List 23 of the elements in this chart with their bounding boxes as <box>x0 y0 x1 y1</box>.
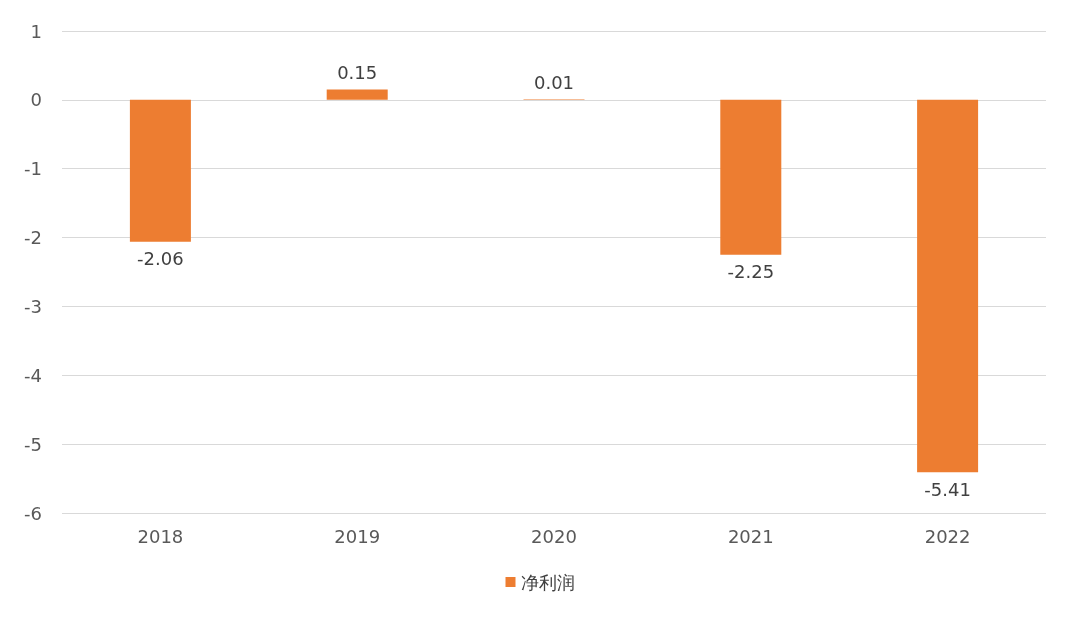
x-tick-label: 2019 <box>334 525 381 547</box>
y-tick-label: -1 <box>24 158 42 180</box>
x-tick-label: 2021 <box>727 525 774 547</box>
bar <box>917 99 979 473</box>
y-tick-label: -6 <box>24 502 42 524</box>
bar <box>129 99 191 242</box>
y-tick-label: 0 <box>30 89 42 111</box>
bar <box>720 99 782 255</box>
data-label: -2.06 <box>137 248 184 270</box>
data-label: -2.25 <box>727 261 775 283</box>
legend-label: 净利润 <box>520 571 575 593</box>
data-label: 0.01 <box>533 71 575 93</box>
y-tick-label: -2 <box>24 227 42 249</box>
data-label: 0.15 <box>337 62 378 84</box>
bar <box>326 89 388 100</box>
y-tick-label: -3 <box>24 295 42 317</box>
x-tick-label: 2022 <box>924 525 971 547</box>
y-tick-label: 1 <box>30 20 42 42</box>
x-tick-label: 2020 <box>531 525 577 547</box>
x-tick-label: 2018 <box>137 525 184 547</box>
y-tick-label: -5 <box>24 433 42 455</box>
data-label: -5.41 <box>924 478 971 500</box>
y-tick-label: -4 <box>24 364 42 386</box>
